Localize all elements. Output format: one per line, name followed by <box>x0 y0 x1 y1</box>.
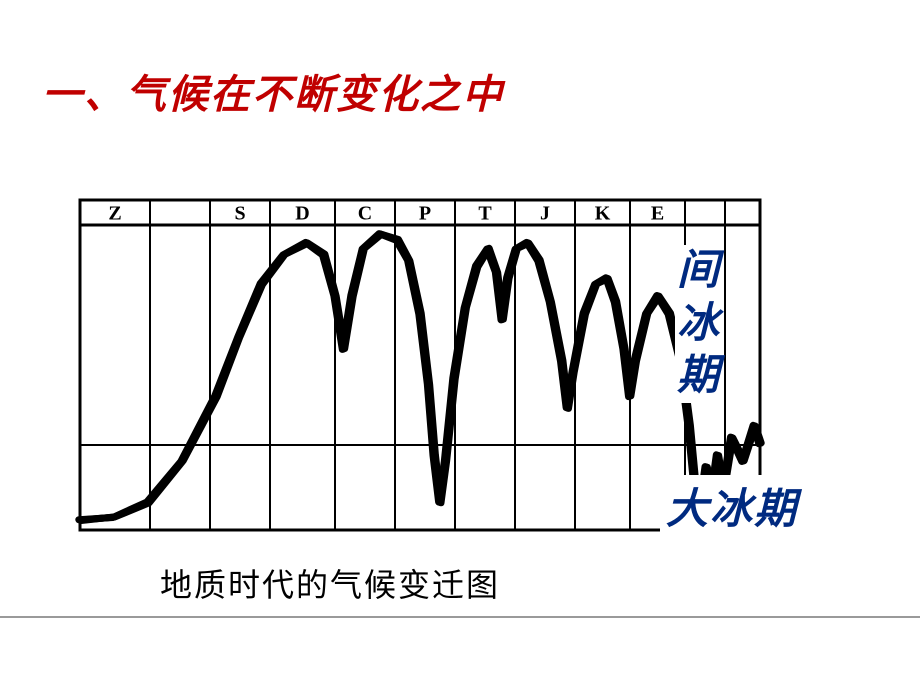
svg-text:D: D <box>295 203 309 225</box>
svg-text:P: P <box>419 203 431 225</box>
svg-text:C: C <box>358 203 372 225</box>
label-interglacial: 间 冰 期 <box>675 245 721 403</box>
label-interglacial-char: 期 <box>675 350 721 403</box>
slide-title: 一、气候在不断变化之中 <box>42 62 504 120</box>
chart-caption: 地质时代的气候变迁图 <box>160 560 500 606</box>
label-interglacial-char: 冰 <box>675 298 721 351</box>
label-glacial: 大冰期 <box>660 475 804 536</box>
svg-text:S: S <box>234 203 245 225</box>
svg-text:E: E <box>651 203 664 225</box>
label-interglacial-char: 间 <box>675 245 721 298</box>
svg-text:K: K <box>595 203 611 225</box>
svg-text:T: T <box>478 203 492 225</box>
svg-text:J: J <box>540 203 550 225</box>
svg-text:Z: Z <box>108 203 121 225</box>
divider <box>0 616 920 618</box>
slide: 一、气候在不断变化之中 Z S D C P T J K E 间 冰 期 大冰期 地质时代的气候变… <box>0 0 920 690</box>
